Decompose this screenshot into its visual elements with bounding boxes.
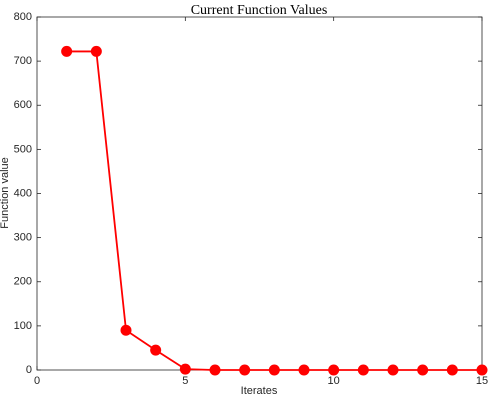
y-tick-label: 100 bbox=[14, 320, 32, 332]
chart-title: Current Function Values bbox=[191, 3, 328, 18]
y-tick-label: 500 bbox=[14, 143, 32, 155]
x-axis-label: Iterates bbox=[241, 385, 278, 397]
data-point bbox=[446, 364, 458, 376]
x-tick-label: 5 bbox=[182, 375, 188, 387]
data-point bbox=[179, 363, 191, 375]
axes-box bbox=[36, 16, 483, 371]
y-tick-label: 400 bbox=[14, 187, 32, 199]
data-point bbox=[90, 45, 102, 57]
data-point bbox=[209, 364, 221, 376]
data-point bbox=[298, 364, 310, 376]
x-tick-label: 0 bbox=[34, 375, 40, 387]
x-tick-label: 15 bbox=[476, 375, 488, 387]
data-point bbox=[150, 344, 162, 356]
data-point bbox=[268, 364, 280, 376]
y-axis-label: Function value bbox=[0, 157, 11, 229]
y-tick-label: 300 bbox=[14, 232, 32, 244]
y-tick-label: 800 bbox=[14, 11, 32, 23]
data-line bbox=[66, 50, 482, 371]
y-tick-label: 0 bbox=[26, 364, 32, 376]
data-point bbox=[120, 324, 132, 336]
data-point bbox=[417, 364, 429, 376]
y-tick-label: 600 bbox=[14, 99, 32, 111]
data-point bbox=[387, 364, 399, 376]
data-point bbox=[476, 364, 488, 376]
y-tick-label: 700 bbox=[14, 55, 32, 67]
x-tick-label: 10 bbox=[328, 375, 340, 387]
y-tick-label: 200 bbox=[14, 276, 32, 288]
data-point bbox=[328, 364, 340, 376]
data-point bbox=[61, 45, 73, 57]
data-point bbox=[239, 364, 251, 376]
data-point bbox=[357, 364, 369, 376]
